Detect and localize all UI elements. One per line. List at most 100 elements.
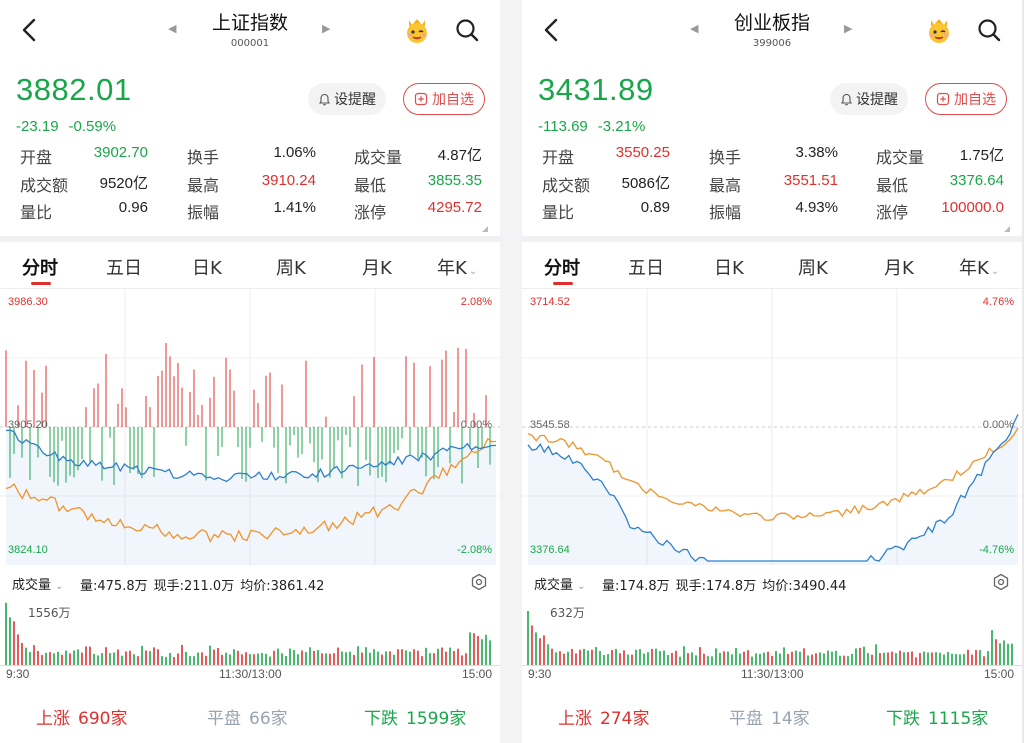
advancers[interactable]: 上涨 690家 [36, 704, 127, 729]
tab-daily-k[interactable]: 日K [714, 258, 744, 279]
chevron-left-icon[interactable] [536, 14, 566, 46]
amount-value: 5086亿 [621, 174, 670, 192]
unchanged[interactable]: 平盘 14家 [729, 704, 810, 729]
decliners-count: 1115家 [928, 709, 989, 729]
bell-icon [318, 93, 331, 105]
chevron-left-icon[interactable] [14, 14, 44, 46]
top-bar: ◀ 创业板指 399006 ▶ [522, 0, 1022, 62]
mascot-icon[interactable] [402, 14, 432, 44]
tabs-divider [0, 288, 500, 289]
axis-top-percent: 2.08% [460, 296, 492, 308]
price-line [5, 429, 497, 483]
advancers-count: 690家 [78, 709, 128, 729]
axis-bottom-price: 3824.10 [8, 544, 48, 556]
axis-mid-price: 3545.58 [530, 419, 570, 431]
set-alert-label: 设提醒 [334, 92, 376, 108]
indicator-select[interactable]: 成交量 ⌄ [12, 574, 64, 593]
low-label: 最低 [354, 175, 387, 195]
chart-tabs: 分时 五日 日K 周K 月K 年K ⌄ [522, 248, 1022, 288]
active-tab-indicator [553, 282, 573, 285]
open-value: 3550.25 [615, 144, 670, 161]
ratio-label: 量比 [20, 203, 53, 222]
tab-daily-k[interactable]: 日K [192, 258, 222, 279]
time-close: 15:00 [462, 667, 493, 681]
tab-five-day[interactable]: 五日 [628, 258, 664, 279]
unchanged-label: 平盘 [729, 709, 763, 729]
stats-row: 量比 0.89 振幅 4.93% 涨停 100000.0 [542, 199, 1008, 227]
add-watchlist-button[interactable]: 加自选 [925, 83, 1007, 115]
tab-yearly-k[interactable]: 年K ⌄ [959, 254, 999, 280]
tab-intraday[interactable]: 分时 [544, 258, 580, 279]
amount-label: 成交额 [20, 175, 69, 195]
set-alert-button[interactable]: 设提醒 [830, 83, 908, 115]
tab-monthly-k[interactable]: 月K [362, 258, 392, 279]
next-index-icon[interactable]: ▶ [322, 22, 331, 35]
advancers[interactable]: 上涨 274家 [558, 704, 649, 729]
chevron-down-icon: ⌄ [468, 266, 478, 277]
high-value: 3910.24 [261, 171, 316, 189]
tab-weekly-k[interactable]: 周K [276, 258, 306, 279]
indicator-select-label: 成交量 [534, 578, 574, 593]
volume-current: 现手:174.8万 [675, 579, 757, 594]
mascot-icon[interactable] [924, 14, 954, 44]
volume-chart-svg [0, 602, 500, 666]
tab-intraday[interactable]: 分时 [22, 258, 58, 279]
unchanged[interactable]: 平盘 66家 [207, 704, 288, 729]
volume-total: 量:475.8万 [80, 579, 148, 594]
next-index-icon[interactable]: ▶ [844, 22, 853, 35]
average-price-line [5, 437, 497, 543]
tab-yearly-k[interactable]: 年K ⌄ [437, 254, 477, 280]
price-change: -113.69 -3.21% [538, 118, 655, 135]
market-breadth: 上涨 274家 平盘 14家 下跌 1115家 [522, 690, 1022, 740]
volume-chart[interactable] [522, 600, 1022, 666]
index-panel-chinext: ◀ 创业板指 399006 ▶ 3431.89 -113.69 -3.21% 设提… [522, 0, 1022, 743]
change-percent: -3.21% [597, 118, 646, 135]
average-price: 均价:3861.42 [240, 579, 325, 594]
intraday-chart[interactable]: 3986.30 2.08% 3905.20 0.00% 3824.10 -2.0… [0, 289, 500, 565]
open-label: 开盘 [20, 148, 53, 167]
section-separator [0, 236, 500, 242]
volume-max-label: 1556万 [26, 604, 73, 621]
search-icon[interactable] [976, 17, 1002, 43]
settings-icon[interactable] [470, 573, 488, 591]
limit-label: 涨停 [354, 203, 387, 222]
stats-row: 量比 0.96 振幅 1.41% 涨停 4295.72 [20, 199, 486, 227]
expand-corner-icon[interactable] [1004, 226, 1010, 232]
search-icon[interactable] [454, 17, 480, 43]
plus-square-icon [936, 92, 950, 106]
volume-stats: 量:475.8万 现手:211.0万 均价:3861.42 [80, 575, 330, 594]
turnover-label: 换手 [709, 148, 742, 167]
plus-square-icon [414, 92, 428, 106]
prev-index-icon[interactable]: ◀ [168, 22, 177, 35]
chevron-down-icon: ⌄ [990, 266, 1000, 277]
change-value: -113.69 [538, 118, 588, 135]
high-value: 3551.51 [783, 171, 838, 189]
set-alert-button[interactable]: 设提醒 [308, 83, 386, 115]
amplitude-label: 振幅 [187, 203, 220, 222]
volume-chart[interactable] [0, 600, 500, 666]
indicator-select[interactable]: 成交量 ⌄ [534, 574, 586, 593]
ratio-value: 0.89 [640, 199, 670, 216]
add-watchlist-button[interactable]: 加自选 [403, 83, 485, 115]
expand-corner-icon[interactable] [482, 226, 488, 232]
add-watchlist-label: 加自选 [432, 92, 474, 108]
decliners[interactable]: 下跌 1115家 [886, 704, 988, 729]
tab-weekly-k[interactable]: 周K [798, 258, 828, 279]
volume-current: 现手:211.0万 [153, 579, 235, 594]
tab-monthly-k[interactable]: 月K [884, 258, 914, 279]
ratio-value: 0.96 [118, 199, 148, 216]
last-price: 3431.89 [538, 72, 654, 107]
settings-icon[interactable] [992, 573, 1010, 591]
advancers-count: 274家 [600, 709, 650, 729]
tab-five-day[interactable]: 五日 [106, 258, 142, 279]
amount-value: 9520亿 [99, 174, 148, 192]
volume-stats: 量:174.8万 现手:174.8万 均价:3490.44 [602, 575, 852, 594]
intraday-chart[interactable]: 3714.52 4.76% 3545.58 0.00% 3376.64 -4.7… [522, 289, 1022, 565]
prev-index-icon[interactable]: ◀ [690, 22, 699, 35]
top-bar: ◀ 上证指数 000001 ▶ [0, 0, 500, 62]
time-axis: 9:30 11:30/13:00 15:00 [0, 666, 500, 684]
decliners[interactable]: 下跌 1599家 [364, 704, 466, 729]
panel-divider [500, 0, 522, 743]
set-alert-label: 设提醒 [856, 92, 898, 108]
